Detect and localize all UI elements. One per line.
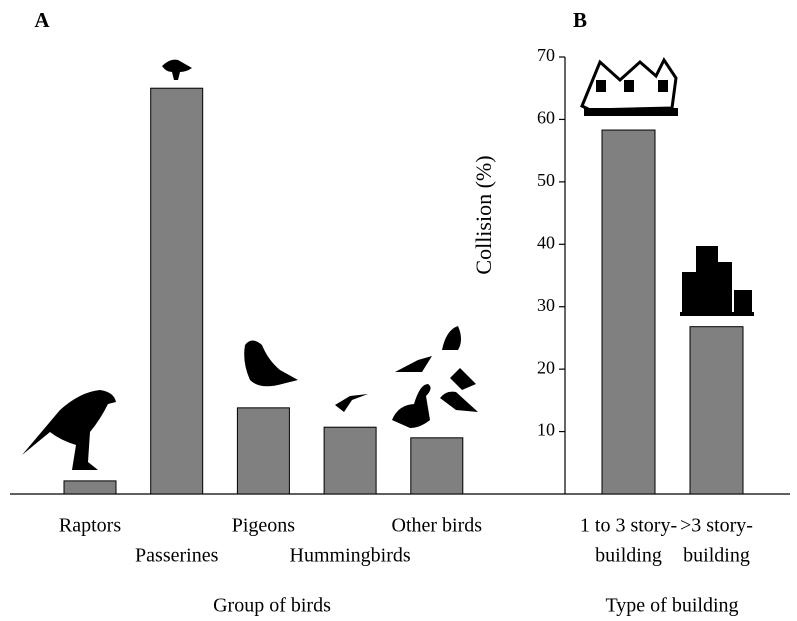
bar [411, 438, 463, 494]
x-tick-label: Raptors [59, 515, 121, 537]
y-tick-label: 40 [537, 232, 555, 252]
y-tick-label: 60 [537, 108, 555, 128]
x-tick-label: building [595, 545, 662, 567]
y-tick-label: 30 [537, 295, 555, 315]
y-tick-label: 50 [537, 170, 555, 190]
x-tick-label: Passerines [135, 545, 219, 567]
bar [324, 427, 376, 494]
x-axis-title: Type of building [605, 595, 738, 617]
x-tick-label: >3 story- [680, 515, 753, 537]
x-tick-label: building [683, 545, 750, 567]
x-tick-label: Pigeons [232, 515, 296, 537]
panel-label: B [573, 8, 587, 32]
bar [690, 327, 743, 494]
y-tick-label: 20 [537, 357, 555, 377]
y-axis-title: Collision (%) [471, 155, 496, 274]
bar [64, 481, 116, 494]
bar [151, 88, 203, 494]
figure: A Group of birds Raptors Passerines Pigeons H… [0, 0, 797, 621]
y-tick-label: 10 [537, 420, 555, 440]
x-tick-label: 1 to 3 story- [580, 515, 677, 537]
y-tick-label: 70 [537, 45, 555, 65]
bar [237, 408, 289, 494]
panel-label: A [34, 8, 50, 32]
bar [602, 130, 655, 494]
x-tick-label: Other birds [392, 515, 483, 537]
x-tick-label: Hummingbirds [290, 545, 411, 567]
x-axis-title: Group of birds [213, 595, 331, 617]
